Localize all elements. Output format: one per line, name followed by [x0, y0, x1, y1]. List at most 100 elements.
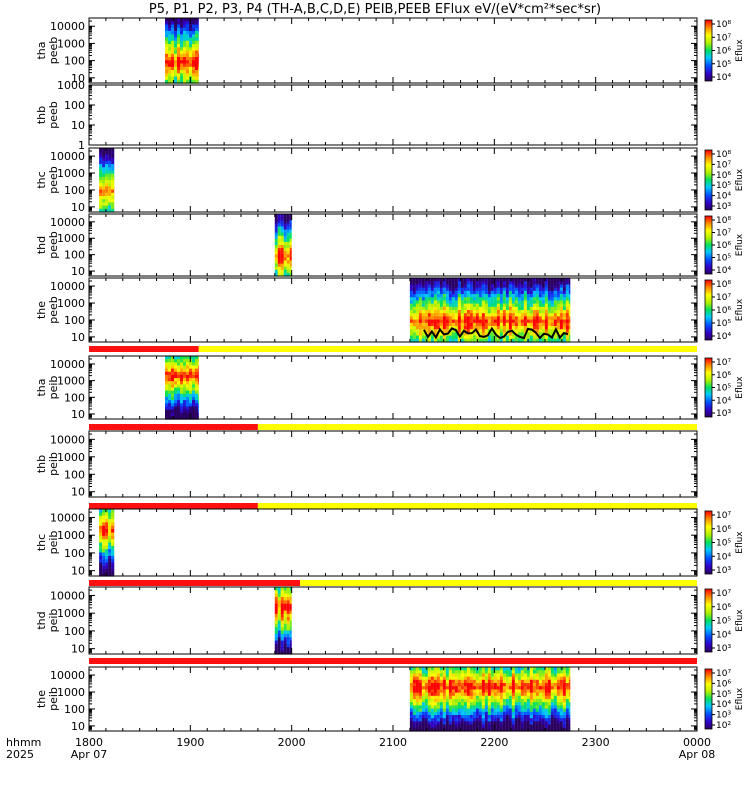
spectrogram-cell — [529, 699, 533, 703]
spectrogram-cell — [448, 300, 452, 305]
spectrogram-cell — [568, 702, 571, 706]
spectrogram-cell — [192, 57, 195, 61]
spectrogram-cell — [165, 70, 168, 74]
spectrogram-cell — [427, 683, 431, 687]
spectrogram-cell — [535, 683, 539, 687]
spectrogram-cell — [505, 715, 509, 719]
spectrogram-cell — [177, 387, 180, 392]
spectrogram-cell — [559, 294, 563, 298]
spectrogram-cell — [526, 718, 530, 722]
spectrogram-cell — [198, 24, 199, 29]
spectrogram-cell — [529, 303, 533, 308]
spectrogram-cell — [499, 290, 503, 295]
spectrogram-cell — [472, 316, 476, 321]
spectrogram-cell — [511, 673, 515, 678]
spectrogram-cell — [496, 686, 500, 690]
spectrogram-cell — [535, 679, 539, 684]
spectrogram-cell — [535, 689, 539, 694]
spectrogram-cell — [484, 319, 488, 324]
spectrogram-cell — [484, 306, 488, 311]
spectrogram-cell — [108, 512, 112, 517]
spectrogram-cell — [286, 627, 290, 632]
spectrogram-cell — [105, 562, 109, 567]
spectrogram-cell — [529, 316, 533, 321]
spectrogram-cell — [421, 326, 425, 330]
spectrogram-cell — [445, 290, 449, 295]
spectrogram-cell — [427, 303, 431, 308]
spectrogram-cell — [466, 670, 470, 674]
spectrogram-cell — [448, 332, 452, 337]
spectrogram-cell — [451, 692, 455, 697]
spectrogram-cell — [535, 322, 539, 327]
spectrogram-cell — [165, 40, 168, 45]
spectrogram-cell — [442, 673, 446, 678]
spectrogram-cell — [274, 214, 278, 218]
spectrogram-cell — [535, 319, 539, 324]
spectrogram-cell — [111, 199, 115, 203]
spectrogram-cell — [517, 287, 521, 292]
spectrogram-cell — [556, 692, 560, 697]
spectrogram-cell — [289, 229, 292, 234]
spectrogram-cell — [505, 290, 509, 295]
spectrogram-cell — [475, 313, 479, 317]
spectrogram-cell — [505, 686, 509, 690]
spectrogram-cell — [451, 326, 455, 330]
spectrogram-cell — [277, 623, 281, 628]
spectrogram-cell — [526, 689, 530, 694]
spectrogram-cell — [544, 686, 548, 690]
spectrogram-cell — [412, 332, 416, 337]
spectrogram-cell — [424, 673, 428, 678]
spectrogram-cell — [108, 559, 112, 564]
spectrogram-cell — [532, 727, 536, 732]
spectrogram-cell — [418, 329, 422, 333]
spectrogram-cell — [427, 326, 431, 330]
spectrogram-cell — [442, 692, 446, 697]
spectrogram-cell — [493, 287, 497, 292]
spectrogram-cell — [535, 310, 539, 314]
panel-probe-label: tha — [35, 41, 48, 59]
spectrogram-cell — [490, 708, 494, 713]
spectrogram-cell — [568, 310, 571, 314]
spectrogram-cell — [183, 406, 186, 411]
spectrogram-cell — [559, 679, 563, 684]
spectrogram-cell — [445, 294, 449, 298]
spectrogram-cell — [457, 287, 461, 292]
spectrogram-cell — [529, 708, 533, 713]
spectrogram-cell — [433, 290, 437, 295]
spectrogram-cell — [496, 699, 500, 703]
spectrogram-cell — [538, 338, 542, 343]
spectrogram-cell — [481, 326, 485, 330]
spectrogram-cell — [538, 306, 542, 311]
spectrogram-cell — [553, 287, 557, 292]
spectrogram-cell — [457, 284, 461, 289]
spectrogram-cell — [174, 374, 177, 379]
spectrogram-cell — [280, 590, 284, 595]
spectrogram-cell — [445, 673, 449, 678]
spectrogram-cell — [421, 281, 425, 285]
spectrogram-cell — [538, 287, 542, 292]
spectrogram-cell — [198, 73, 199, 78]
spectrogram-cell — [505, 705, 509, 710]
spectrogram-cell — [535, 316, 539, 321]
spectrogram-cell — [514, 310, 518, 314]
spectrogram-cell — [171, 409, 174, 414]
spectrogram-cell — [108, 522, 112, 527]
spectrogram-cell — [523, 683, 527, 687]
spectrogram-cell — [544, 679, 548, 684]
spectrogram-cell — [105, 202, 109, 207]
spectrogram-cell — [514, 335, 518, 340]
spectrogram-cell — [526, 284, 530, 289]
spectrogram-cell — [286, 620, 290, 625]
spectrogram-cell — [409, 721, 413, 726]
spectrogram-cell — [502, 683, 506, 687]
spectrogram-cell — [168, 18, 171, 22]
spectrogram-cell — [442, 338, 446, 343]
spectrogram-cell — [102, 157, 106, 162]
spectrogram-cell — [180, 381, 183, 385]
spectrogram-cell — [283, 248, 287, 252]
spectrogram-cell — [436, 683, 440, 687]
spectrogram-cell — [496, 338, 500, 343]
spectrogram-cell — [466, 727, 470, 732]
spectrogram-cell — [409, 673, 413, 678]
spectrogram-cell — [195, 63, 198, 68]
